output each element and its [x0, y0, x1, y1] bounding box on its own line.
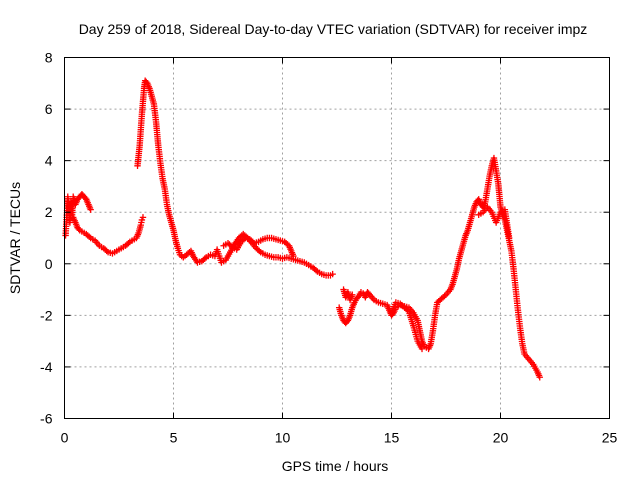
chart-title: Day 259 of 2018, Sidereal Day-to-day VTE… [79, 21, 588, 37]
data-point [441, 292, 448, 300]
data-point [75, 225, 82, 233]
y-tick-label: 8 [45, 50, 53, 66]
data-point [86, 233, 93, 240]
x-tick-label: 25 [602, 430, 618, 446]
y-tick-label: -4 [40, 359, 53, 375]
x-tick-label: 10 [275, 430, 291, 446]
data-point [290, 252, 297, 260]
data-point [354, 294, 361, 301]
y-tick-label: -6 [40, 411, 53, 427]
data-point [256, 247, 263, 255]
data-points [62, 77, 543, 381]
x-axis-label: GPS time / hours [282, 458, 389, 474]
y-tick-label: 6 [45, 101, 53, 117]
y-axis-label: SDTVAR / TECUs [7, 182, 23, 294]
data-point [201, 255, 208, 262]
data-point [103, 247, 110, 255]
data-point [404, 307, 411, 314]
data-point [506, 234, 513, 242]
data-point [227, 242, 235, 249]
data-point [87, 206, 94, 213]
data-point [139, 214, 147, 221]
y-tick-label: 4 [45, 153, 53, 169]
y-tick-label: 0 [45, 256, 53, 272]
data-point [125, 239, 132, 247]
x-tick-label: 20 [493, 430, 509, 446]
y-tick-label: -2 [40, 307, 53, 323]
data-point [349, 291, 356, 298]
x-tick-label: 5 [170, 430, 178, 446]
x-tick-label: 0 [61, 430, 69, 446]
data-point [329, 270, 336, 278]
y-tick-label: 2 [45, 204, 53, 220]
data-point [312, 267, 320, 274]
plot-frame [64, 57, 610, 419]
x-tick-label: 15 [384, 430, 400, 446]
data-point [418, 345, 426, 353]
data-point [536, 374, 543, 381]
axis-ticks: 0 5 10 15 20 25 -6 -4 -2 0 2 4 6 8 [40, 50, 617, 446]
